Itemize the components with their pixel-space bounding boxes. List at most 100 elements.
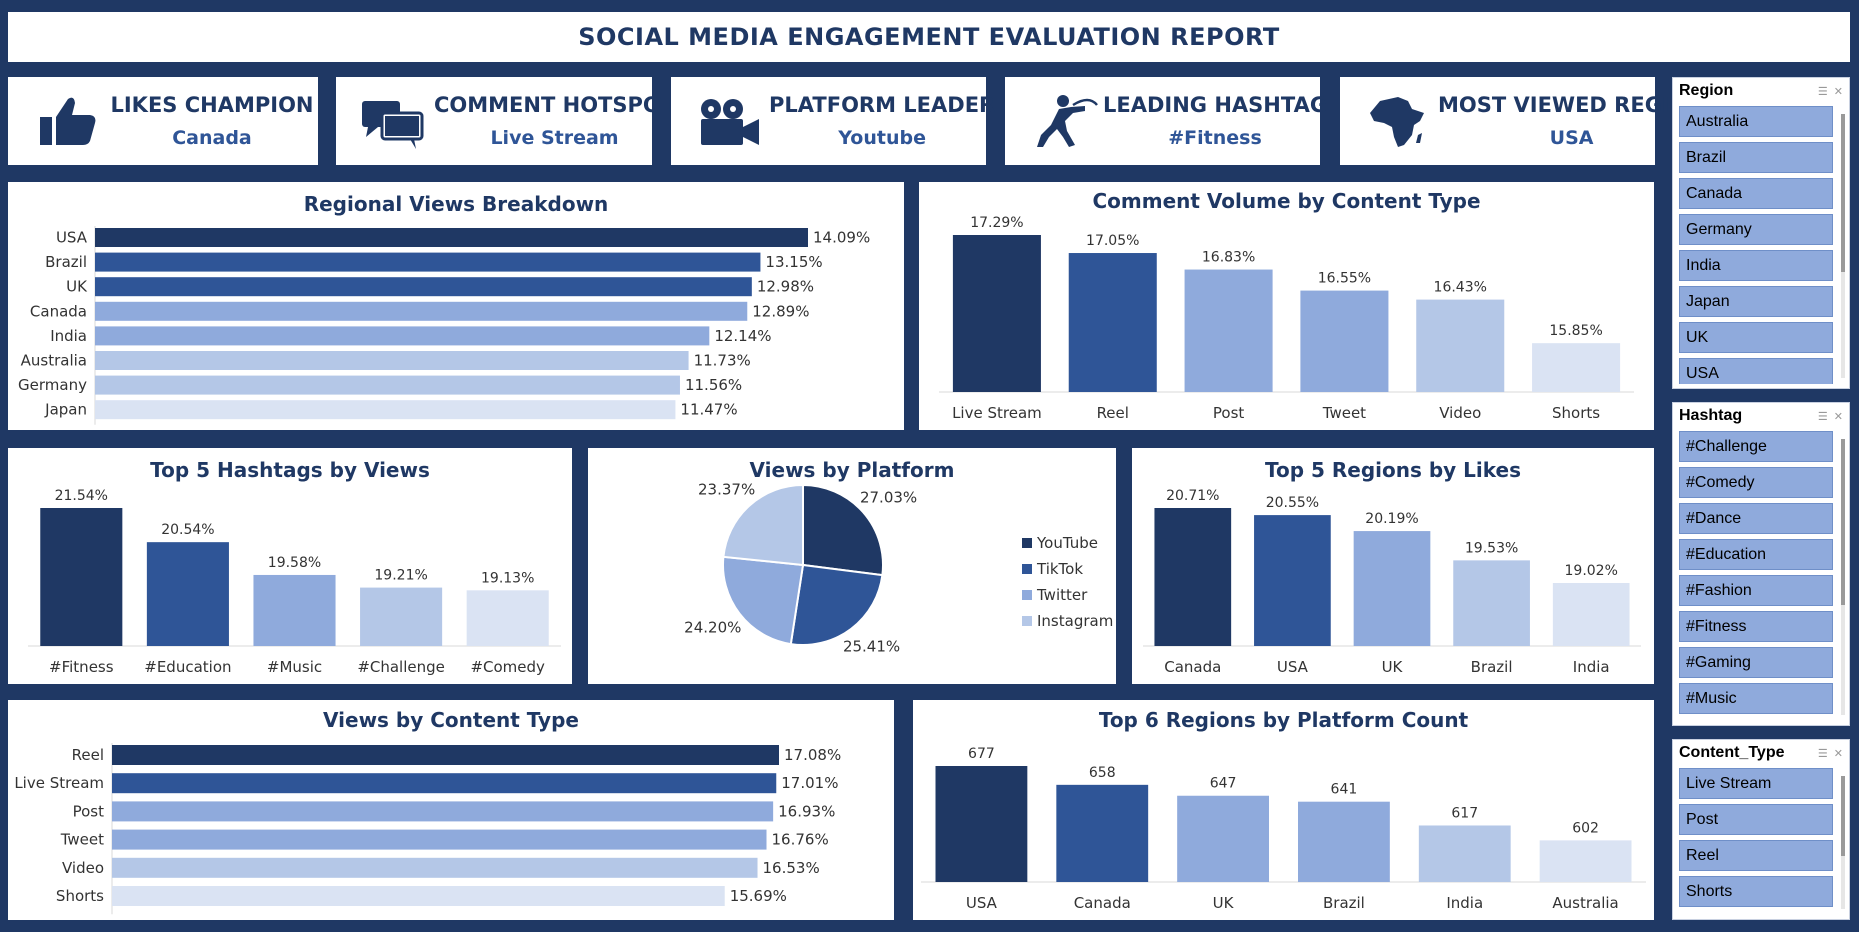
views-content-panel: Views by Content Type Reel 17.08% Live Str… <box>8 700 894 920</box>
bar <box>466 590 549 646</box>
data-label: 14.09% <box>813 229 870 247</box>
africa-map-icon <box>1370 97 1424 147</box>
kpi-value: Live Stream <box>490 127 619 149</box>
slicer-item[interactable]: #Music <box>1679 683 1833 714</box>
bar <box>1254 515 1331 646</box>
data-label: 13.15% <box>765 253 822 271</box>
slicer-item[interactable]: #Fitness <box>1679 611 1833 642</box>
slicer-title: Region <box>1679 82 1734 99</box>
bar <box>112 886 725 906</box>
legend-swatch <box>1022 538 1032 548</box>
slicer-item[interactable]: Post <box>1679 804 1833 835</box>
slicer-scrollbar[interactable] <box>1841 439 1845 715</box>
slicer-item[interactable]: #Dance <box>1679 503 1833 534</box>
data-label: 16.53% <box>763 859 820 877</box>
slicer-scrollbar[interactable] <box>1841 114 1845 378</box>
slicer-item[interactable]: Australia <box>1679 106 1833 137</box>
chart-title: Top 5 Hashtags by Views <box>150 458 430 482</box>
category-label: Canada <box>30 302 87 320</box>
views-platform-panel: Views by Platform 27.03% 25.41% 24.20% 23.3… <box>588 448 1116 684</box>
clear-filter-icon[interactable]: ✕ <box>1833 747 1843 760</box>
data-label: 17.05% <box>1086 233 1139 249</box>
slicer-item[interactable]: Shorts <box>1679 876 1833 907</box>
slicer-item[interactable]: #Fashion <box>1679 575 1833 606</box>
data-label: 641 <box>1331 782 1358 798</box>
bar <box>1418 825 1511 882</box>
legend-label: TikTok <box>1036 560 1083 578</box>
slicer-item[interactable]: #Education <box>1679 539 1833 570</box>
slicer-item[interactable]: USA <box>1679 358 1833 384</box>
bar <box>1353 531 1431 646</box>
slicer-item[interactable]: India <box>1679 250 1833 281</box>
category-label: UK <box>1213 894 1235 912</box>
bar <box>95 228 808 247</box>
data-label: 16.76% <box>772 831 829 849</box>
category-label: USA <box>966 894 998 912</box>
pie-slice <box>722 555 805 646</box>
region-slicer[interactable]: Region ☰ ✕ Australia Brazil Canada Germany In… <box>1672 77 1850 389</box>
bar <box>112 773 777 794</box>
clear-filter-icon[interactable]: ✕ <box>1833 85 1843 98</box>
pie-slice <box>802 483 884 577</box>
chart-title: Views by Content Type <box>323 708 579 732</box>
kpi-value: USA <box>1549 127 1594 149</box>
kpi-card-comment-hotspot: COMMENT HOTSPOT Live Stream <box>336 77 675 165</box>
clear-filter-icon[interactable]: ✕ <box>1833 410 1843 423</box>
bar <box>935 766 1028 882</box>
bar <box>1539 840 1632 882</box>
category-label: Japan <box>44 401 87 419</box>
content-type-slicer[interactable]: Content_Type ☰ ✕ Live Stream Post Reel Short… <box>1672 739 1850 920</box>
bar <box>146 542 229 646</box>
category-label: Shorts <box>56 887 104 905</box>
data-label: 11.73% <box>694 352 751 370</box>
pie-slice <box>722 483 804 567</box>
bar <box>1453 560 1530 646</box>
report-title-bar: SOCIAL MEDIA ENGAGEMENT EVALUATION REPOR… <box>8 12 1850 62</box>
views-content-chart: Reel 17.08% Live Stream 17.01% Post 16.93% Twe… <box>14 743 841 915</box>
legend-label: Instagram <box>1037 612 1113 630</box>
platform-count-chart: 677 USA 658 Canada 647 UK 641 Brazil 617 India 602… <box>921 746 1646 912</box>
slicer-item[interactable]: #Gaming <box>1679 647 1833 678</box>
slicer-item[interactable]: Germany <box>1679 214 1833 245</box>
data-label: 21.54% <box>55 488 108 504</box>
slicer-item[interactable]: #Comedy <box>1679 467 1833 498</box>
data-label: 19.21% <box>374 568 427 584</box>
category-label: Brazil <box>1323 894 1365 912</box>
slicer-item[interactable]: UK <box>1679 322 1833 353</box>
chat-bubbles-icon <box>362 101 424 149</box>
slicer-item[interactable]: Reel <box>1679 840 1833 871</box>
legend-swatch <box>1022 590 1032 600</box>
data-label: 617 <box>1451 805 1478 821</box>
multi-select-icon[interactable]: ☰ <box>1817 410 1828 423</box>
multi-select-icon[interactable]: ☰ <box>1817 747 1828 760</box>
hashtag-slicer[interactable]: Hashtag ☰ ✕ #Challenge #Comedy #Dance #Educa… <box>1672 402 1850 726</box>
category-label: Australia <box>21 352 87 370</box>
data-label: 27.03% <box>860 489 917 507</box>
slicer-item[interactable]: Brazil <box>1679 142 1833 173</box>
kpi-title: COMMENT HOTSPOT <box>434 93 676 117</box>
slicer-scrollbar[interactable] <box>1841 776 1845 909</box>
category-label: USA <box>1277 658 1309 676</box>
bar <box>952 235 1041 392</box>
data-label: 15.85% <box>1549 323 1602 339</box>
slicer-item[interactable]: Live Stream <box>1679 768 1833 799</box>
multi-select-icon[interactable]: ☰ <box>1817 85 1828 98</box>
chart-title: Regional Views Breakdown <box>303 192 609 216</box>
bar <box>1552 582 1630 646</box>
legend-swatch <box>1022 616 1032 626</box>
platform-count-panel: Top 6 Regions by Platform Count 677 USA 65… <box>913 700 1654 920</box>
slicer-item[interactable]: #Challenge <box>1679 431 1833 462</box>
category-label: Canada <box>1074 894 1131 912</box>
slicer-item[interactable]: Canada <box>1679 178 1833 209</box>
views-platform-chart: 27.03% 25.41% 24.20% 23.37% YouTube TikTok Twi… <box>684 480 1113 655</box>
data-label: 24.20% <box>684 618 741 636</box>
data-label: 647 <box>1210 776 1237 792</box>
chart-title: Views by Platform <box>749 458 955 482</box>
bar <box>95 351 689 370</box>
comment-volume-chart: 17.29% Live Stream 17.05% Reel 16.83% Post 16.… <box>939 215 1634 422</box>
slicer-item[interactable]: Japan <box>1679 286 1833 317</box>
bar <box>1056 784 1149 882</box>
category-label: #Education <box>144 658 231 676</box>
kpi-value: Youtube <box>838 127 926 149</box>
category-label: Reel <box>1097 404 1129 422</box>
